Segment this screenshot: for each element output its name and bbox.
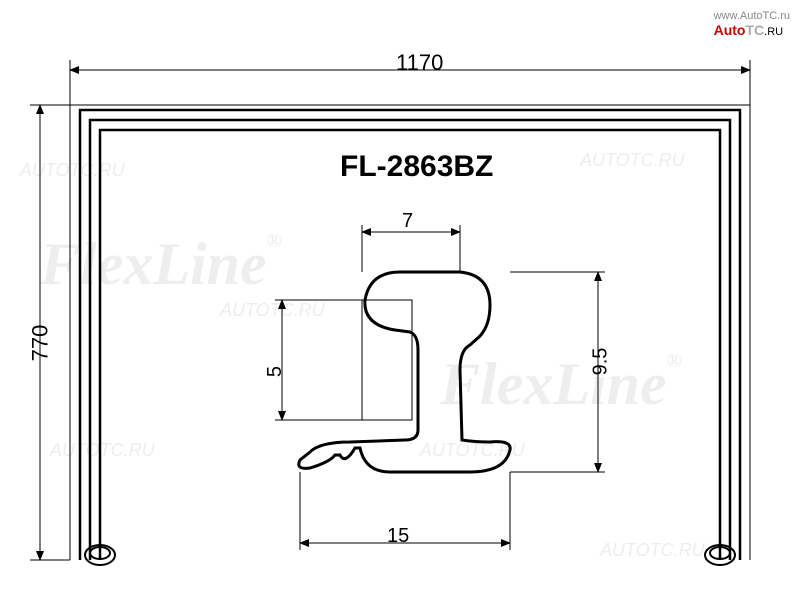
technical-drawing <box>0 0 800 600</box>
dim-line-top <box>70 60 750 105</box>
profile-cross-section <box>299 272 510 472</box>
dim-line-left <box>30 105 70 560</box>
profile-dims <box>275 225 605 550</box>
